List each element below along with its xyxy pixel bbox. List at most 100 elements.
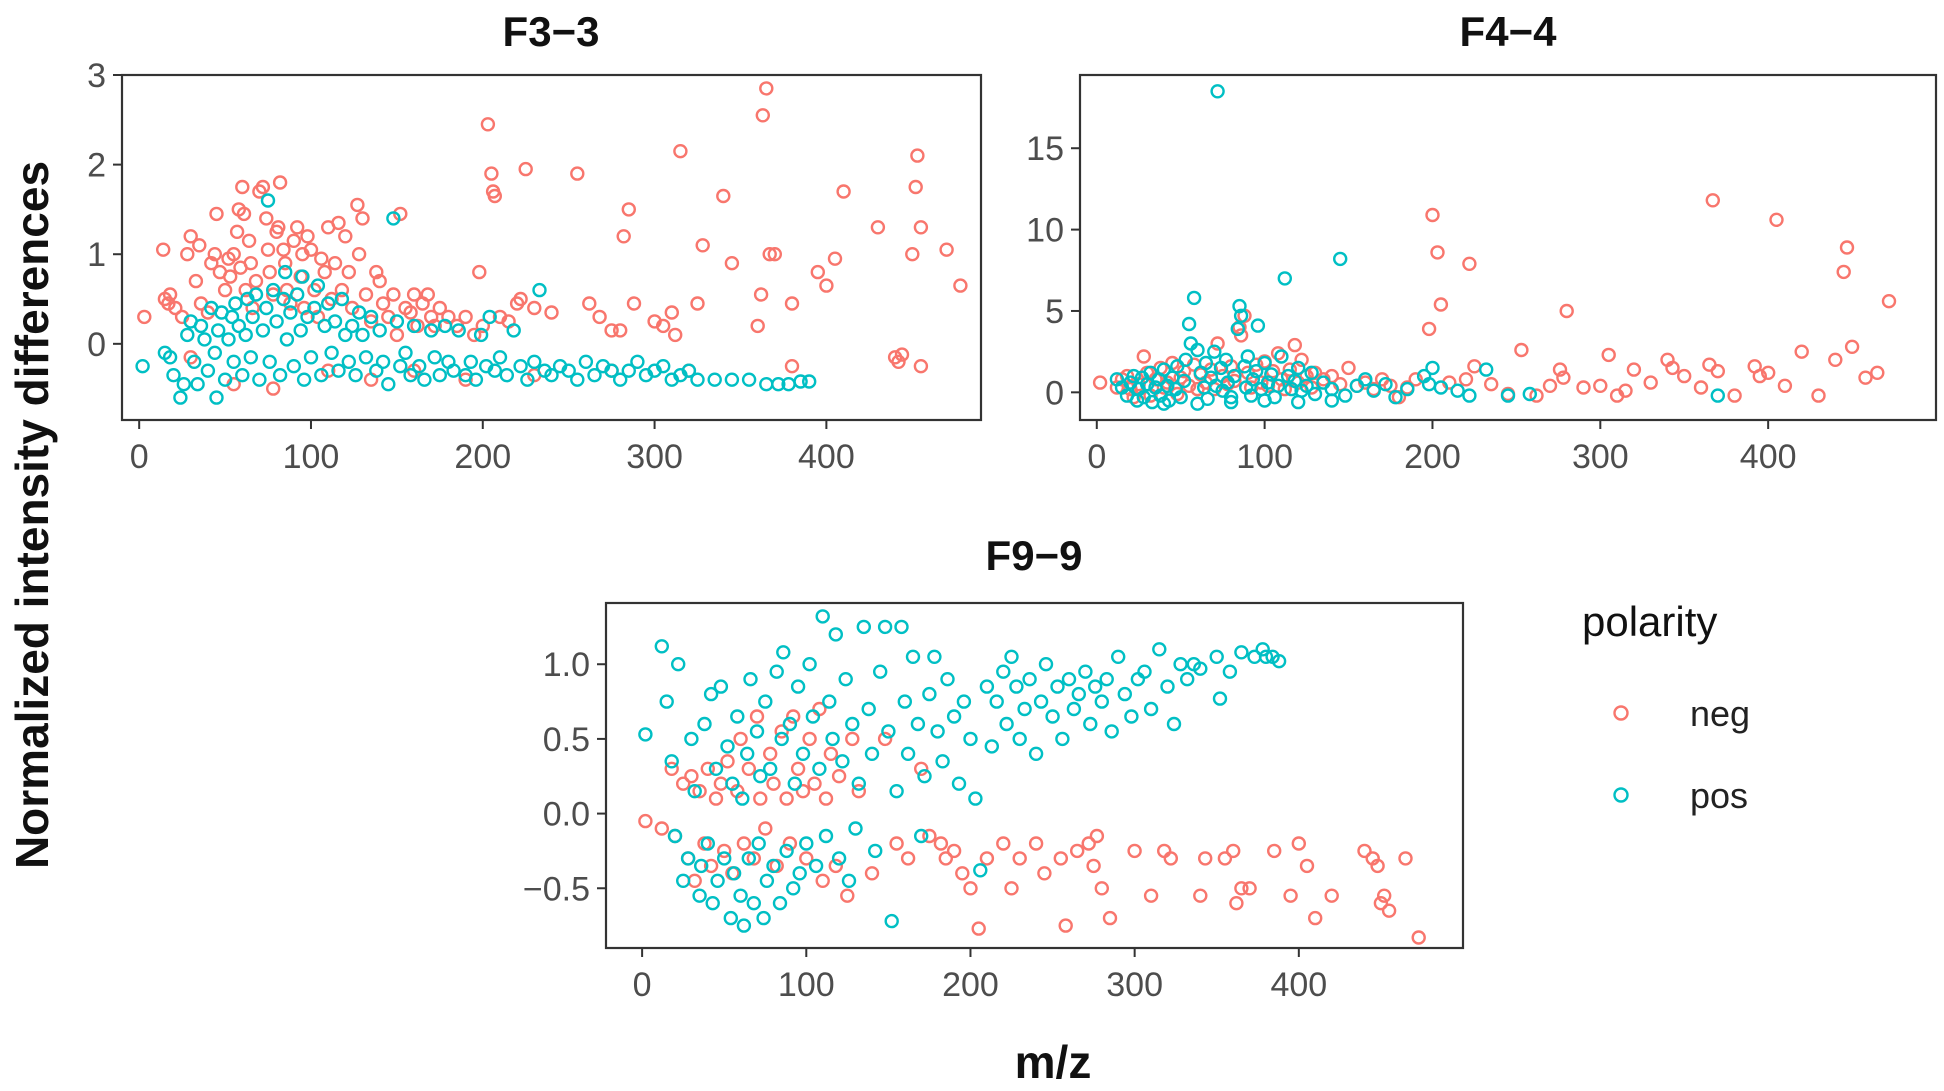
x-tick-label-f3-3-200: 200 (454, 438, 511, 476)
point-f9-9-pos-78 (897, 694, 912, 709)
point-f9-9-pos-45 (782, 716, 798, 732)
point-f3-3-neg-87 (467, 327, 482, 343)
point-f9-9-neg-35 (802, 731, 817, 747)
point-f3-3-pos-34 (262, 354, 277, 369)
y-tick-label-f4-4-1: 5 (1045, 293, 1064, 331)
point-f3-3-neg-99 (527, 300, 542, 316)
point-f4-4-neg-36 (1254, 375, 1269, 390)
point-f9-9-pos-54 (808, 858, 824, 874)
point-f3-3-pos-60 (345, 318, 360, 334)
point-f9-9-pos-107 (1038, 657, 1054, 672)
x-tick-label-f4-4-0: 0 (1087, 438, 1106, 476)
point-f3-3-pos-125 (802, 374, 817, 389)
point-f3-3-neg-57 (327, 256, 343, 271)
legend-key-neg (1613, 705, 1629, 721)
point-f9-9-neg-84 (1283, 888, 1298, 903)
point-f3-3-pos-68 (375, 354, 391, 369)
point-f4-4-pos-23 (1178, 352, 1193, 367)
point-f3-3-neg-131 (891, 354, 906, 369)
point-f9-9-pos-36 (758, 694, 773, 709)
point-f9-9-neg-71 (1102, 910, 1118, 926)
point-f4-4-neg-95 (1760, 365, 1776, 380)
point-f4-4-neg-87 (1676, 368, 1692, 384)
point-f4-4-pos-26 (1186, 290, 1202, 306)
point-f3-3-neg-123 (767, 246, 782, 262)
point-f3-3-neg-59 (334, 282, 350, 298)
point-f9-9-neg-87 (1307, 910, 1323, 926)
point-f9-9-neg-14 (717, 843, 732, 859)
point-f3-3-pos-30 (252, 372, 267, 387)
panel-title-f4-4: F4−4 (1460, 8, 1558, 55)
point-f9-9-pos-52 (802, 657, 817, 672)
point-f4-4-pos-21 (1173, 390, 1188, 405)
point-f9-9-pos-57 (818, 828, 834, 844)
point-f4-4-neg-74 (1542, 378, 1558, 393)
point-f3-3-neg-34 (260, 242, 276, 257)
point-f9-9-neg-42 (831, 769, 847, 784)
point-f3-3-pos-87 (468, 372, 484, 387)
point-f9-9-pos-34 (753, 769, 768, 784)
point-f4-4-pos-62 (1287, 373, 1303, 389)
point-f9-9-pos-25 (733, 888, 748, 903)
point-f9-9-pos-26 (735, 791, 750, 806)
point-f3-3-neg-21 (229, 224, 245, 240)
point-f9-9-pos-80 (905, 649, 921, 664)
point-f3-3-pos-75 (406, 318, 422, 334)
point-f4-4-neg-70 (1483, 377, 1499, 392)
x-tick-label-f3-3-400: 400 (798, 438, 855, 476)
point-f9-9-pos-111 (1061, 672, 1077, 687)
point-f3-3-neg-1 (155, 242, 171, 257)
point-f9-9-pos-129 (1173, 657, 1188, 672)
point-f3-3-neg-125 (810, 264, 825, 280)
point-f4-4-neg-68 (1462, 256, 1477, 271)
point-f3-3-neg-132 (894, 347, 910, 362)
point-f9-9-neg-32 (790, 761, 806, 776)
point-f3-3-neg-140 (784, 359, 800, 374)
point-f3-3-pos-88 (473, 327, 489, 343)
point-f9-9-neg-79 (1225, 843, 1241, 859)
y-tick-label-f3-3-2: 2 (87, 147, 106, 185)
point-f9-9-pos-135 (1222, 664, 1238, 679)
point-f3-3-pos-41 (283, 305, 298, 320)
point-f9-9-neg-45 (851, 784, 866, 799)
point-f9-9-pos-132 (1193, 661, 1208, 676)
point-f3-3-neg-129 (870, 220, 886, 235)
point-f3-3-neg-54 (317, 264, 332, 280)
point-f9-9-neg-49 (900, 851, 916, 866)
point-f4-4-neg-63 (1425, 207, 1440, 223)
point-f9-9-pos-81 (910, 716, 926, 732)
point-f3-3-pos-10 (193, 318, 209, 334)
point-f4-4-pos-85 (1500, 388, 1516, 403)
point-f4-4-pos-71 (1337, 388, 1353, 403)
point-f9-9-pos-31 (746, 896, 761, 911)
point-f3-3-pos-108 (613, 372, 628, 387)
point-f3-3-neg-118 (750, 318, 765, 334)
point-f9-9-pos-87 (935, 754, 950, 769)
point-f3-3-pos-102 (561, 363, 576, 378)
point-f9-9-neg-2 (664, 761, 679, 776)
point-f4-4-pos-63 (1290, 360, 1306, 376)
point-f4-4-pos-73 (1358, 372, 1373, 387)
point-f3-3-neg-122 (762, 246, 777, 262)
point-f9-9-pos-139 (1258, 649, 1274, 664)
point-f3-3-pos-76 (412, 359, 427, 374)
y-tick-label-f9-9-3: 1.0 (543, 646, 590, 684)
point-f4-4-neg-77 (1559, 303, 1574, 319)
point-f3-3-neg-35 (262, 264, 277, 280)
point-f3-3-pos-90 (482, 309, 497, 325)
points-f4-4 (1092, 84, 1897, 411)
point-f9-9-pos-106 (1033, 694, 1049, 709)
point-f9-9-neg-55 (955, 866, 970, 881)
point-f3-3-pos-56 (331, 363, 346, 378)
point-f9-9-pos-114 (1078, 664, 1093, 679)
point-f9-9-pos-48 (790, 679, 806, 694)
point-f3-3-pos-91 (487, 363, 502, 378)
point-f3-3-neg-13 (204, 256, 219, 271)
point-f9-9-neg-53 (938, 851, 953, 866)
point-f9-9-pos-84 (922, 686, 937, 702)
point-f9-9-neg-70 (1094, 881, 1110, 896)
point-f9-9-pos-122 (1124, 709, 1139, 724)
legend-item-neg: neg (1613, 693, 1750, 734)
point-f4-4-pos-43 (1232, 298, 1247, 314)
point-f9-9-pos-62 (835, 754, 850, 769)
